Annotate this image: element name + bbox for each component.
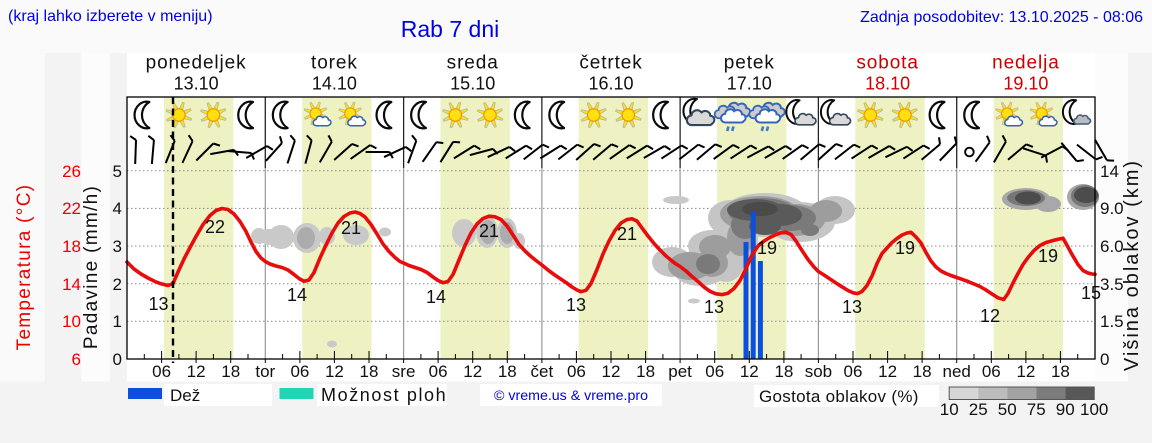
svg-text:25: 25 (969, 400, 988, 419)
svg-text:4: 4 (113, 199, 122, 218)
svg-text:Rab 7 dni: Rab 7 dni (401, 16, 499, 42)
svg-text:18: 18 (221, 362, 240, 381)
svg-text:Padavine (mm/h): Padavine (mm/h) (81, 185, 102, 349)
svg-text:3.5: 3.5 (1100, 275, 1124, 294)
svg-text:10: 10 (940, 400, 959, 419)
svg-text:petek: petek (724, 53, 775, 74)
svg-text:19: 19 (895, 238, 915, 258)
svg-text:9.0: 9.0 (1100, 199, 1124, 218)
svg-text:ned: ned (943, 362, 971, 381)
svg-text:2: 2 (113, 275, 122, 294)
svg-text:sre: sre (392, 362, 416, 381)
svg-text:18.10: 18.10 (865, 74, 910, 94)
svg-text:100: 100 (1080, 400, 1108, 419)
svg-text:12: 12 (463, 362, 482, 381)
svg-text:pet: pet (668, 362, 692, 381)
svg-text:1: 1 (113, 312, 122, 331)
svg-text:14.10: 14.10 (312, 74, 357, 94)
svg-text:17.10: 17.10 (727, 74, 772, 94)
svg-text:nedelja: nedelja (992, 53, 1060, 74)
svg-text:(kraj lahko izberete v meniju): (kraj lahko izberete v meniju) (8, 8, 213, 25)
svg-text:22: 22 (205, 217, 225, 237)
svg-text:Gostota oblakov (%): Gostota oblakov (%) (759, 387, 919, 406)
svg-text:90: 90 (1056, 400, 1075, 419)
svg-text:13: 13 (842, 297, 862, 317)
svg-text:06: 06 (982, 362, 1001, 381)
svg-text:19: 19 (757, 238, 777, 258)
svg-text:19.10: 19.10 (1003, 74, 1048, 94)
svg-text:6.0: 6.0 (1100, 237, 1124, 256)
svg-text:16.10: 16.10 (588, 74, 633, 94)
svg-text:26: 26 (62, 162, 81, 181)
svg-text:12: 12 (602, 362, 621, 381)
svg-text:Možnost ploh: Možnost ploh (321, 385, 447, 405)
svg-text:18: 18 (774, 362, 793, 381)
svg-text:ponedeljek: ponedeljek (146, 53, 247, 74)
svg-text:06: 06 (429, 362, 448, 381)
svg-text:13: 13 (148, 294, 168, 314)
svg-text:torek: torek (311, 53, 358, 74)
svg-text:06: 06 (290, 362, 309, 381)
svg-text:06: 06 (844, 362, 863, 381)
svg-text:Temperatura (°C): Temperatura (°C) (14, 184, 35, 351)
svg-text:Zadnja posodobitev: 13.10.2025: Zadnja posodobitev: 13.10.2025 - 08:06 (860, 9, 1143, 26)
svg-text:14: 14 (287, 285, 307, 305)
svg-text:sob: sob (805, 362, 832, 381)
svg-text:14: 14 (62, 275, 81, 294)
svg-text:14: 14 (426, 287, 446, 307)
svg-text:18: 18 (1051, 362, 1070, 381)
svg-text:0: 0 (1100, 350, 1109, 369)
svg-text:Višina oblakov (km): Višina oblakov (km) (1121, 159, 1143, 371)
svg-text:18: 18 (636, 362, 655, 381)
svg-text:1.5: 1.5 (1100, 312, 1124, 331)
svg-text:Dež: Dež (170, 386, 200, 405)
svg-text:13: 13 (566, 295, 586, 315)
svg-text:3: 3 (113, 237, 122, 256)
svg-text:15.10: 15.10 (450, 74, 495, 94)
svg-text:06: 06 (567, 362, 586, 381)
svg-text:13: 13 (704, 297, 724, 317)
svg-text:6: 6 (72, 350, 81, 369)
svg-text:50: 50 (998, 400, 1017, 419)
svg-text:18: 18 (913, 362, 932, 381)
svg-text:15: 15 (1081, 283, 1101, 303)
svg-text:sreda: sreda (447, 53, 499, 74)
svg-text:75: 75 (1027, 400, 1046, 419)
svg-text:06: 06 (152, 362, 171, 381)
svg-text:14: 14 (1100, 162, 1119, 181)
svg-text:18: 18 (360, 362, 379, 381)
svg-text:čet: čet (531, 362, 554, 381)
svg-text:12: 12 (980, 306, 1000, 326)
svg-text:12: 12 (187, 362, 206, 381)
svg-text:© vreme.us & vreme.pro: © vreme.us & vreme.pro (494, 388, 648, 404)
svg-text:12: 12 (1016, 362, 1035, 381)
svg-text:0: 0 (113, 350, 122, 369)
svg-text:21: 21 (617, 224, 637, 244)
svg-text:12: 12 (325, 362, 344, 381)
svg-text:tor: tor (255, 362, 275, 381)
svg-text:19: 19 (1038, 246, 1058, 266)
svg-text:5: 5 (113, 162, 122, 181)
svg-text:18: 18 (498, 362, 517, 381)
svg-text:13.10: 13.10 (174, 74, 219, 94)
svg-text:četrtek: četrtek (579, 53, 642, 74)
svg-text:06: 06 (705, 362, 724, 381)
svg-text:21: 21 (479, 221, 499, 241)
svg-text:21: 21 (341, 218, 361, 238)
svg-text:18: 18 (62, 237, 81, 256)
svg-text:22: 22 (62, 199, 81, 218)
svg-text:12: 12 (740, 362, 759, 381)
svg-text:10: 10 (62, 312, 81, 331)
svg-text:sobota: sobota (856, 53, 918, 74)
svg-text:12: 12 (878, 362, 897, 381)
